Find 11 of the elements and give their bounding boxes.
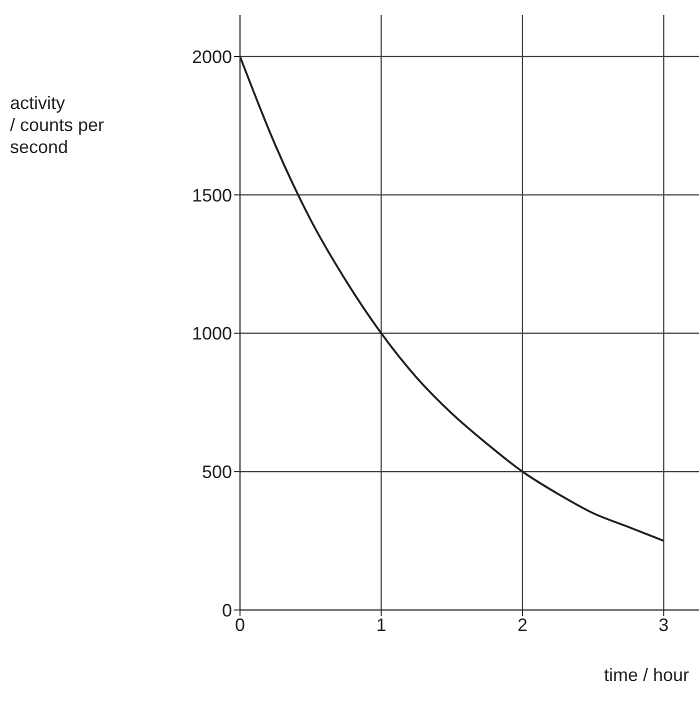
x-tick-label: 1 xyxy=(376,614,386,635)
y-tick-label: 1500 xyxy=(192,185,232,206)
y-tick-label: 0 xyxy=(222,600,232,620)
y-axis-title: activity / counts per second xyxy=(10,92,104,158)
x-tick-label: 0 xyxy=(234,614,246,635)
y-tick-label: 2000 xyxy=(192,46,232,67)
x-tick-label: 2 xyxy=(517,614,528,635)
x-axis-title: time / hour xyxy=(604,665,689,686)
x-tick-label: 3 xyxy=(658,614,669,635)
y-tick-label: 1000 xyxy=(192,324,232,344)
y-tick-label: 500 xyxy=(202,462,232,482)
